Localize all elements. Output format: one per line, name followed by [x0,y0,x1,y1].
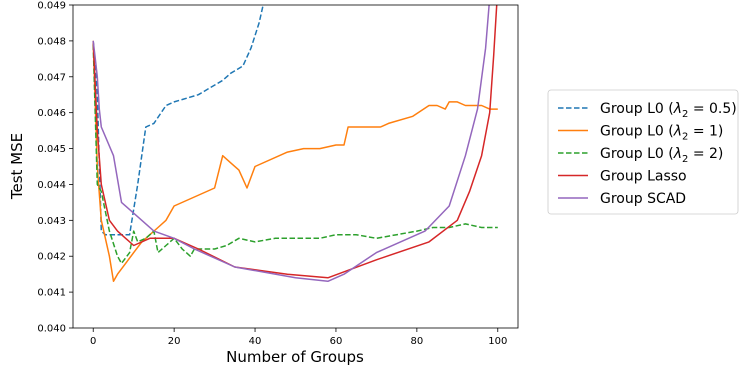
y-axis-title: Test MSE [8,133,26,200]
plot-frame [72,4,519,329]
x-tick-label: 60 [330,336,343,347]
x-axis-ticks: 0 20 40 60 80 100 [90,328,507,347]
y-tick-label: 0.046 [37,108,66,119]
series-line-4 [92,5,498,279]
legend-label-5: Group SCAD [600,191,686,207]
y-tick-label: 0.047 [37,72,66,83]
y-tick-label: 0.041 [37,288,66,299]
y-tick-label: 0.040 [37,324,66,335]
series-line-5 [92,5,490,283]
y-tick-label: 0.043 [37,216,66,227]
x-tick-label: 40 [249,336,262,347]
series-layer [92,5,498,283]
legend-label-4: Group Lasso [600,169,687,185]
x-tick-label: 100 [488,336,507,347]
series-line-2 [92,40,498,283]
legend: Group L0 (λ2 = 0.5) Group L0 (λ2 = 1) Grou… [547,89,739,215]
x-tick-label: 80 [410,336,423,347]
series-line-1 [92,5,264,236]
y-axis-ticks: 0.040 0.041 0.042 0.043 0.044 0.045 0.046 0.047… [37,1,73,335]
x-tick-label: 20 [168,336,181,347]
y-tick-label: 0.049 [37,1,66,12]
y-tick-label: 0.048 [37,36,66,47]
legend-frame [547,89,739,215]
y-tick-label: 0.042 [37,252,66,263]
legend-label-3: Group L0 (λ2 = 2) [600,146,723,165]
y-tick-label: 0.045 [37,144,66,155]
legend-label-2: Group L0 (λ2 = 1) [600,124,723,143]
x-tick-label: 0 [90,336,96,347]
x-axis-title: Number of Groups [226,348,364,366]
legend-label-1: Group L0 (λ2 = 0.5) [600,101,737,120]
series-line-3 [92,44,498,265]
y-tick-label: 0.044 [37,180,66,191]
